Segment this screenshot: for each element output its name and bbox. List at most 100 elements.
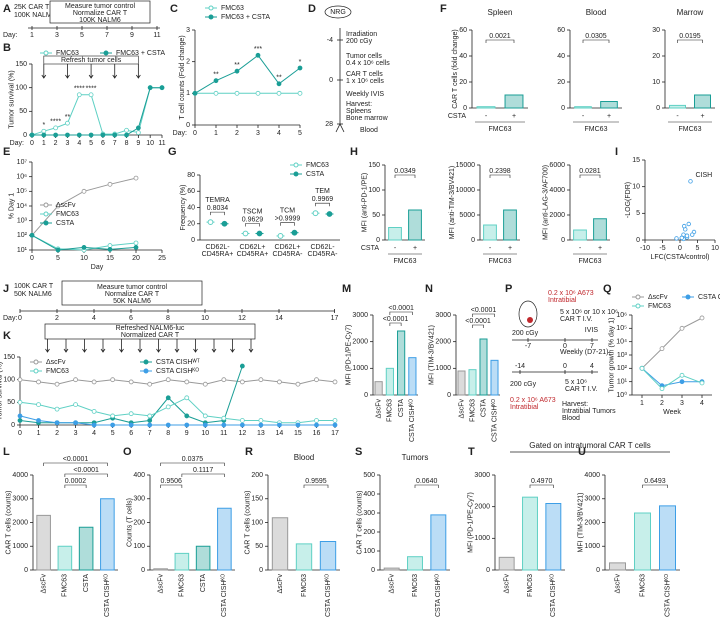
p-value: <0.0001 (388, 305, 414, 312)
x-tick-label: 10 (80, 255, 88, 262)
data-point (679, 325, 685, 331)
data-point (17, 377, 23, 383)
y-tick-label: 300 (363, 510, 375, 517)
x-tick-label: FMC63 (639, 574, 646, 597)
data-point (112, 132, 118, 138)
data-point (110, 413, 116, 419)
x-tick-label: FMC63 (387, 399, 394, 422)
x-tick-label: 3 (66, 140, 70, 147)
y-tick-label: 100 (368, 187, 380, 194)
legend-label: CSTA CISHᵂᵀ (156, 359, 200, 366)
x-tick-label: 20 (132, 255, 140, 262)
data-point (291, 229, 298, 236)
data-point (242, 230, 249, 237)
diagram-text: Blood (360, 127, 378, 134)
data-point (332, 422, 338, 428)
diagram-text: P (505, 283, 512, 295)
data-point (73, 402, 78, 408)
y-axis-label: T cell counts (Fold change) (179, 35, 186, 119)
diagram-text: CAR T I.V. (560, 316, 593, 323)
x-tick-label: ΔscFv (157, 574, 164, 594)
p-value: 0.1117 (193, 467, 213, 474)
series-line (641, 367, 703, 390)
bracket (472, 324, 484, 328)
significance: ** (234, 62, 240, 69)
x-tick-label: 5 (56, 255, 60, 262)
x-tick-label: - (582, 113, 585, 120)
significance: **** (86, 86, 97, 93)
diagram-text: 28 (325, 121, 333, 128)
x-tick-label: FMC63 (527, 574, 534, 597)
y-tick-label: 0 (471, 237, 475, 244)
y-tick-label: 20 (459, 79, 467, 86)
x-tick-label: + (607, 113, 611, 120)
x-tick-label: ΔscFv (375, 399, 382, 419)
legend-marker (208, 5, 214, 11)
y-tick-label: 3 (186, 27, 190, 34)
diagram-text: Measure tumor control (97, 284, 167, 291)
bar (195, 545, 211, 571)
diagram-text: 9 (130, 32, 134, 39)
bar (669, 104, 686, 109)
panel-label: B (3, 42, 11, 54)
data-point (221, 220, 228, 227)
bar (573, 229, 587, 241)
panel-label: N (425, 283, 433, 295)
legend-marker (293, 162, 299, 168)
data-point (124, 132, 129, 138)
row-label: CSTA (361, 245, 379, 252)
bracket (485, 39, 515, 43)
x-tick-label: 6 (129, 430, 133, 437)
data-point (53, 132, 59, 138)
data-point (88, 132, 94, 138)
p-value: <0.0001 (471, 307, 497, 314)
bar (397, 330, 406, 396)
x-tick-label: ΔscFv (458, 399, 465, 419)
series-line (194, 54, 301, 94)
data-point (65, 120, 70, 126)
x-tick-label: 11 (220, 430, 227, 437)
legend-label: FMC63 + CSTA (221, 14, 270, 21)
diagram-text: Day: (3, 315, 17, 322)
bracket (389, 311, 413, 315)
data-point (255, 90, 261, 96)
legend-marker (208, 14, 214, 20)
y-tick-label: 0 (447, 392, 451, 399)
legend-marker (143, 359, 149, 365)
data-point (135, 130, 141, 136)
bracket (389, 322, 402, 326)
data-point (110, 377, 116, 383)
legend-label: ΔscFv (56, 202, 76, 209)
diagram-line (193, 339, 198, 353)
x-tick-label: 25 (158, 255, 166, 262)
data-point (165, 377, 171, 383)
y-tick-label: 40 (187, 204, 195, 211)
bracket (43, 462, 108, 466)
bar (407, 556, 423, 571)
x-tick-label: 17 (331, 430, 339, 437)
diagram-text: 5 x 10⁶ or 10 x 10⁶ (560, 309, 618, 316)
bar (498, 556, 515, 571)
data-point (110, 422, 116, 428)
y-tick-label: 5000 (459, 212, 475, 219)
diagram-text: 17 (331, 315, 339, 322)
data-point (295, 422, 301, 428)
diagram-text: 2 (55, 315, 59, 322)
x-tick-label: ΔscFv (389, 574, 396, 594)
panel-label: G (168, 146, 177, 158)
bar (319, 541, 337, 571)
y-tick-label: 10⁵ (16, 188, 27, 195)
x-tick-label: ΔscFv (614, 574, 621, 594)
data-point (202, 422, 208, 428)
legend-marker (635, 294, 641, 300)
bar (457, 370, 466, 396)
legend-label: FMC63 (56, 211, 79, 218)
y-tick-label: 10² (17, 232, 28, 239)
p-value: 0.0195 (679, 33, 701, 40)
data-point (76, 92, 82, 98)
y-axis-label: % Day 1 (8, 193, 15, 220)
data-point (91, 379, 97, 385)
data-point (679, 372, 685, 378)
diagram-text: Harvest: (562, 401, 588, 408)
